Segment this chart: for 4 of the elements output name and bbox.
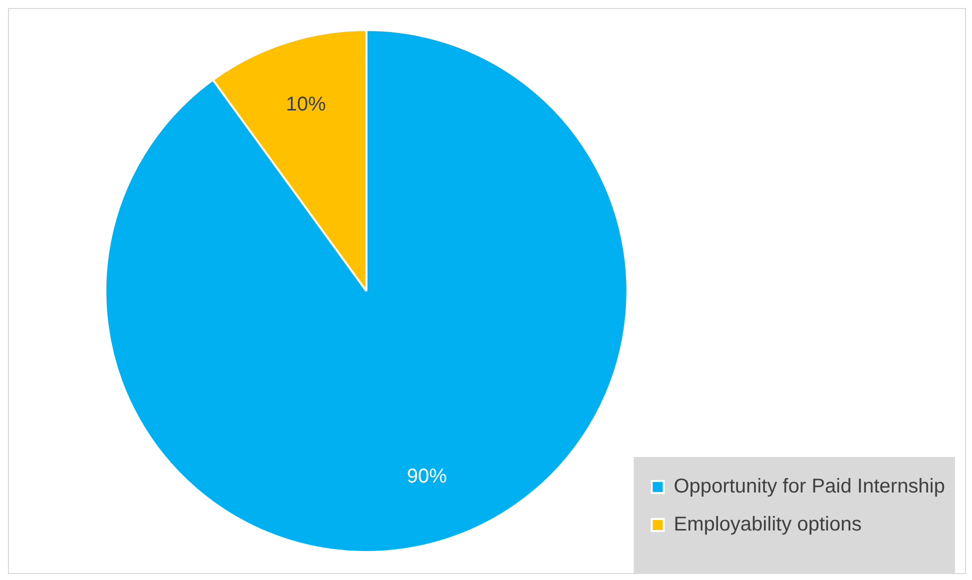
data-label: 10% (286, 93, 326, 116)
data-label: 90% (406, 466, 448, 488)
legend-label: Employability options (674, 514, 862, 536)
legend-label: Opportunity for Paid Internship (674, 476, 946, 498)
